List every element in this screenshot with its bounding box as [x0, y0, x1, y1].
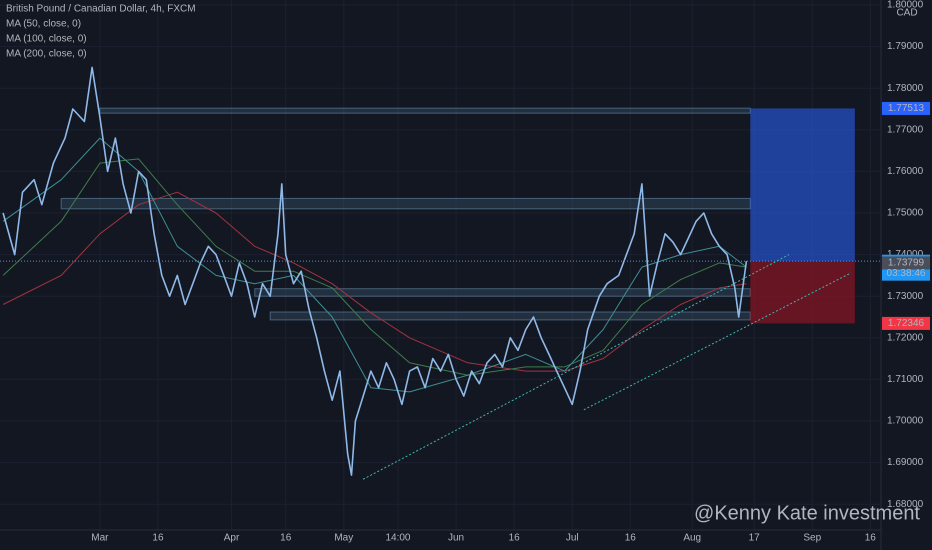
x-tick-label: Sep	[803, 533, 821, 544]
x-tick-label: Apr	[224, 533, 240, 544]
price-tag	[882, 101, 930, 115]
x-tick-label: 14:00	[385, 533, 410, 544]
y-tick-label: 1.80000	[887, 0, 924, 11]
price-tag	[882, 256, 930, 270]
x-tick-label: Aug	[683, 533, 701, 544]
legend-entry: MA (200, close, 0)	[6, 49, 87, 60]
trendline	[362, 254, 790, 480]
y-tick-label: 1.73000	[887, 291, 924, 302]
y-tick-label: 1.71000	[887, 374, 924, 385]
y-tick-label: 1.75000	[887, 208, 924, 219]
x-tick-label: 16	[280, 533, 292, 544]
y-tick-label: 1.77000	[887, 124, 924, 135]
y-tick-label: 1.79000	[887, 41, 924, 52]
profit-zone	[750, 108, 855, 262]
y-tick-label: 1.76000	[887, 166, 924, 177]
loss-zone	[750, 261, 855, 324]
price-tag-label: 1.72346	[888, 318, 925, 329]
x-tick-label: 16	[625, 533, 637, 544]
x-tick-label: Jul	[566, 533, 579, 544]
y-tick-label: 1.72000	[887, 332, 924, 343]
zone	[99, 107, 751, 114]
x-tick-label: Jun	[448, 533, 464, 544]
legend-entry: MA (100, close, 0)	[6, 34, 87, 45]
price-tag-label: 1.77513	[888, 103, 925, 114]
x-tick-label: 16	[509, 533, 521, 544]
zone	[254, 288, 751, 297]
price-tag	[882, 316, 930, 330]
x-tick-label: 16	[152, 533, 164, 544]
x-tick-label: 17	[749, 533, 761, 544]
x-tick-label: Mar	[91, 533, 109, 544]
watermark: @Kenny Kate investment	[694, 502, 920, 524]
moving-average	[2, 191, 747, 372]
currency-label: CAD	[896, 8, 917, 19]
y-tick-label: 1.78000	[887, 83, 924, 94]
y-tick-label: 1.70000	[887, 416, 924, 427]
chart-title: British Pound / Canadian Dollar, 4h, FXC…	[6, 4, 196, 15]
price-line	[2, 66, 748, 476]
moving-average	[2, 158, 747, 376]
x-tick-label: May	[334, 533, 353, 544]
x-tick-label: 16	[865, 533, 877, 544]
y-tick-label: 1.69000	[887, 457, 924, 468]
price-tag-label: 1.73799	[888, 258, 925, 269]
plot-area	[0, 0, 880, 530]
zone	[60, 197, 751, 210]
countdown: 03:38:46	[887, 268, 926, 279]
y-tick-label: 1.68000	[887, 499, 924, 510]
legend-entry: MA (50, close, 0)	[6, 19, 81, 30]
